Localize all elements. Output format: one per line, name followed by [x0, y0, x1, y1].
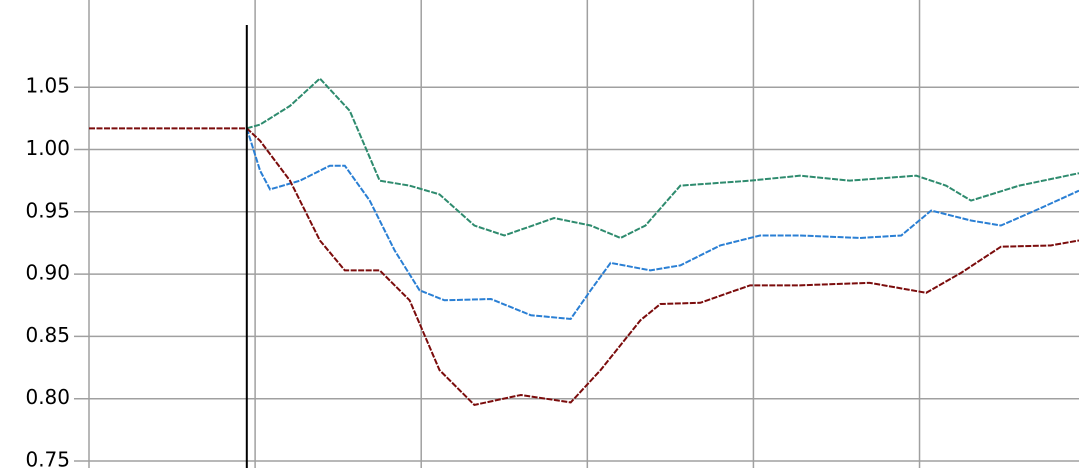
- y-tick-label: 0.75: [25, 448, 70, 468]
- y-tick-label: 0.80: [25, 385, 70, 409]
- y-tick-label: 1.00: [25, 136, 70, 160]
- series-line: [245, 128, 1079, 321]
- y-tick-label: 0.85: [25, 323, 70, 347]
- series-line: [89, 127, 1079, 407]
- y-tick-label: 0.90: [25, 261, 70, 285]
- y-tick-label: 0.95: [25, 198, 70, 222]
- y-tick-label: 1.05: [25, 74, 70, 98]
- series-line: [246, 77, 1079, 240]
